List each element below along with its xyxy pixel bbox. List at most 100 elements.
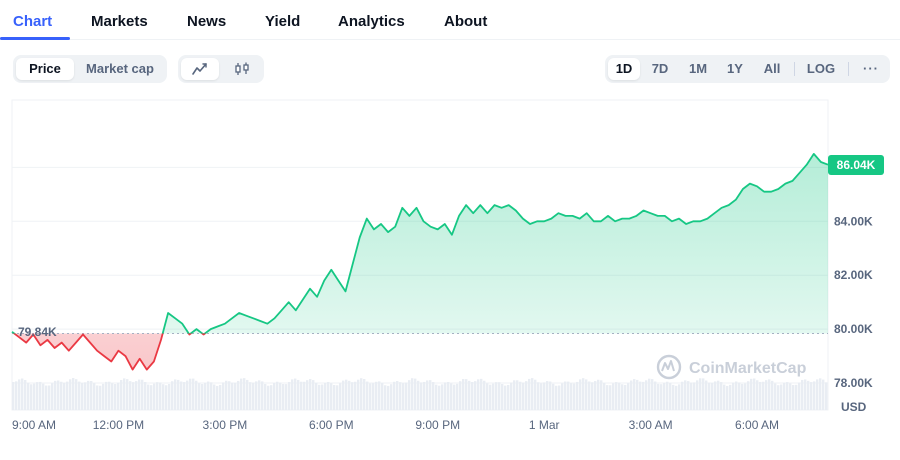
volume-bar <box>72 378 75 410</box>
y-tick-label: 84.00K <box>834 214 873 228</box>
volume-bar <box>810 382 813 410</box>
volume-bar <box>249 382 252 410</box>
volume-bar <box>477 379 480 410</box>
volume-bar <box>63 382 66 410</box>
volume-bar <box>702 378 705 410</box>
volume-bar <box>534 379 537 410</box>
volume-bar <box>399 382 402 410</box>
volume-bar <box>726 385 729 410</box>
volume-bar <box>153 383 156 410</box>
volume-bar <box>381 382 384 410</box>
volume-bar <box>756 380 759 410</box>
volume-bar <box>192 378 195 410</box>
tab-chart[interactable]: Chart <box>13 13 53 30</box>
volume-bar <box>801 379 804 410</box>
volume-bar <box>378 381 381 410</box>
volume-bar <box>561 383 564 410</box>
volume-bar <box>204 382 207 410</box>
volume-bar <box>450 383 453 410</box>
volume-bar <box>555 385 558 410</box>
volume-bar <box>609 385 612 410</box>
volume-bar <box>411 378 414 410</box>
range-7d-button[interactable]: 7D <box>651 61 669 76</box>
volume-bar <box>339 383 342 410</box>
current-price-tag: 86.04K <box>828 154 884 175</box>
volume-bar <box>315 382 318 410</box>
volume-bar <box>732 382 735 410</box>
range-divider <box>794 62 795 76</box>
volume-bar <box>420 382 423 410</box>
volume-bar <box>390 384 393 410</box>
volume-bar <box>582 378 585 410</box>
x-tick-label: 6:00 AM <box>735 418 779 432</box>
volume-bar <box>672 384 675 410</box>
volume-bar <box>648 378 651 410</box>
volume-bar <box>795 384 798 410</box>
volume-bar <box>762 381 765 410</box>
volume-bar <box>255 381 258 410</box>
volume-bar <box>231 382 234 410</box>
volume-bar <box>360 378 363 410</box>
x-tick-label: 3:00 PM <box>203 418 248 432</box>
volume-bar <box>579 379 582 410</box>
tab-yield[interactable]: Yield <box>265 13 301 30</box>
price-button[interactable]: Price <box>16 58 74 80</box>
volume-bar <box>162 384 165 410</box>
candlestick-button[interactable] <box>223 58 261 80</box>
volume-bar <box>636 379 639 410</box>
line-chart-button[interactable] <box>181 58 219 80</box>
volume-bar <box>147 384 150 410</box>
volume-bar <box>246 379 249 410</box>
volume-bar <box>171 381 174 410</box>
volume-bar <box>90 381 93 410</box>
range-1m-button[interactable]: 1M <box>688 61 708 76</box>
volume-bar <box>651 379 654 410</box>
range-all-button[interactable]: All <box>763 61 781 76</box>
volume-bar <box>60 381 63 410</box>
volume-bar <box>480 378 483 410</box>
volume-bar <box>330 383 333 410</box>
volume-bar <box>81 382 84 410</box>
volume-bar <box>807 380 810 410</box>
volume-bar <box>729 384 732 410</box>
tab-analytics[interactable]: Analytics <box>338 13 405 30</box>
volume-bar <box>465 379 468 410</box>
volume-bar <box>624 384 627 410</box>
volume-bar <box>117 382 120 410</box>
x-tick-label: 3:00 AM <box>629 418 673 432</box>
volume-bar <box>177 379 180 410</box>
range-divider <box>848 62 849 76</box>
volume-bar <box>681 381 684 410</box>
volume-bar <box>765 380 768 410</box>
market-cap-button[interactable]: Market cap <box>86 61 154 76</box>
volume-bar <box>273 383 276 410</box>
volume-bar <box>432 382 435 410</box>
volume-bar <box>123 378 126 410</box>
range-1y-button[interactable]: 1Y <box>727 61 743 76</box>
volume-bar <box>573 383 576 410</box>
volume-bar <box>633 379 636 410</box>
time-range-toggle: 1D 7D 1M 1Y All LOG ··· <box>605 55 890 83</box>
volume-bar <box>510 382 513 410</box>
log-scale-button[interactable]: LOG <box>806 61 836 76</box>
range-1d-button[interactable]: 1D <box>608 58 640 80</box>
volume-bar <box>690 382 693 410</box>
volume-bar <box>588 381 591 410</box>
tab-about[interactable]: About <box>444 13 488 30</box>
volume-bar <box>687 381 690 410</box>
volume-bar <box>138 379 141 410</box>
volume-bar <box>267 385 270 410</box>
volume-bar <box>627 383 630 410</box>
volume-bar <box>666 381 669 410</box>
volume-bar <box>96 385 99 410</box>
volume-bar <box>717 380 720 410</box>
more-options-button[interactable]: ··· <box>863 61 879 76</box>
volume-bar <box>537 382 540 410</box>
tab-news[interactable]: News <box>187 13 227 30</box>
price-chart[interactable]: CoinMarketCap 78.00K 80.00K 82.00K 84.00K 9… <box>0 95 900 460</box>
y-tick-label: 80.00K <box>834 322 873 336</box>
tab-markets[interactable]: Markets <box>91 13 148 30</box>
volume-bar <box>48 385 51 410</box>
volume-bar <box>108 381 111 410</box>
volume-bar <box>237 380 240 410</box>
